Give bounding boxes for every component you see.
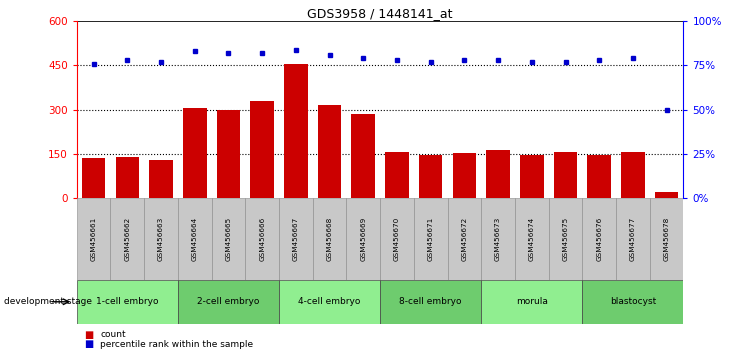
Bar — [583, 280, 683, 324]
Text: GSM456670: GSM456670 — [394, 217, 400, 261]
Text: GSM456667: GSM456667 — [293, 217, 299, 261]
Bar — [216, 110, 240, 198]
Text: GSM456664: GSM456664 — [192, 217, 197, 261]
Text: GSM456666: GSM456666 — [260, 217, 265, 261]
Text: GSM456669: GSM456669 — [360, 217, 366, 261]
Bar — [380, 198, 414, 280]
Text: count: count — [100, 330, 126, 339]
Bar — [481, 280, 583, 324]
Bar — [77, 198, 110, 280]
Text: GSM456676: GSM456676 — [596, 217, 602, 261]
Bar — [380, 280, 481, 324]
Text: 1-cell embryo: 1-cell embryo — [96, 297, 159, 306]
Bar — [553, 152, 577, 198]
Bar — [447, 198, 481, 280]
Bar — [515, 198, 549, 280]
Text: GSM456677: GSM456677 — [630, 217, 636, 261]
Bar — [486, 150, 510, 198]
Text: GSM456661: GSM456661 — [91, 217, 96, 261]
Bar — [149, 160, 173, 198]
Text: GSM456662: GSM456662 — [124, 217, 130, 261]
Bar — [655, 192, 678, 198]
Text: GSM456671: GSM456671 — [428, 217, 433, 261]
Bar — [313, 198, 346, 280]
Bar — [318, 105, 341, 198]
Bar — [549, 198, 583, 280]
Bar — [144, 198, 178, 280]
Text: GSM456678: GSM456678 — [664, 217, 670, 261]
Bar — [352, 114, 375, 198]
Bar — [82, 159, 105, 198]
Bar — [414, 198, 447, 280]
Text: GSM456668: GSM456668 — [327, 217, 333, 261]
Text: 2-cell embryo: 2-cell embryo — [197, 297, 260, 306]
Bar — [115, 157, 139, 198]
Text: development stage: development stage — [4, 297, 91, 306]
Bar — [110, 198, 144, 280]
Bar — [77, 280, 178, 324]
Bar — [284, 64, 308, 198]
Text: GSM456673: GSM456673 — [495, 217, 501, 261]
Text: GSM456672: GSM456672 — [461, 217, 467, 261]
Text: 8-cell embryo: 8-cell embryo — [399, 297, 462, 306]
Text: GSM456663: GSM456663 — [158, 217, 164, 261]
Bar — [588, 155, 611, 198]
Text: GSM456674: GSM456674 — [529, 217, 535, 261]
Bar — [520, 155, 544, 198]
Bar — [650, 198, 683, 280]
Text: 4-cell embryo: 4-cell embryo — [298, 297, 360, 306]
Bar — [616, 198, 650, 280]
Bar — [211, 198, 246, 280]
Bar — [621, 152, 645, 198]
Text: morula: morula — [516, 297, 548, 306]
Bar — [183, 108, 207, 198]
Bar — [419, 155, 442, 198]
Bar — [452, 153, 476, 198]
Text: GSM456665: GSM456665 — [225, 217, 232, 261]
Bar — [250, 101, 274, 198]
Title: GDS3958 / 1448141_at: GDS3958 / 1448141_at — [307, 7, 453, 20]
Bar — [178, 198, 211, 280]
Text: ■: ■ — [84, 339, 94, 349]
Text: GSM456675: GSM456675 — [563, 217, 569, 261]
Bar — [178, 280, 279, 324]
Text: ■: ■ — [84, 330, 94, 339]
Bar — [385, 152, 409, 198]
Text: percentile rank within the sample: percentile rank within the sample — [100, 340, 253, 349]
Bar — [279, 280, 380, 324]
Bar — [583, 198, 616, 280]
Bar — [246, 198, 279, 280]
Bar — [346, 198, 380, 280]
Bar — [279, 198, 313, 280]
Bar — [481, 198, 515, 280]
Text: blastocyst: blastocyst — [610, 297, 656, 306]
